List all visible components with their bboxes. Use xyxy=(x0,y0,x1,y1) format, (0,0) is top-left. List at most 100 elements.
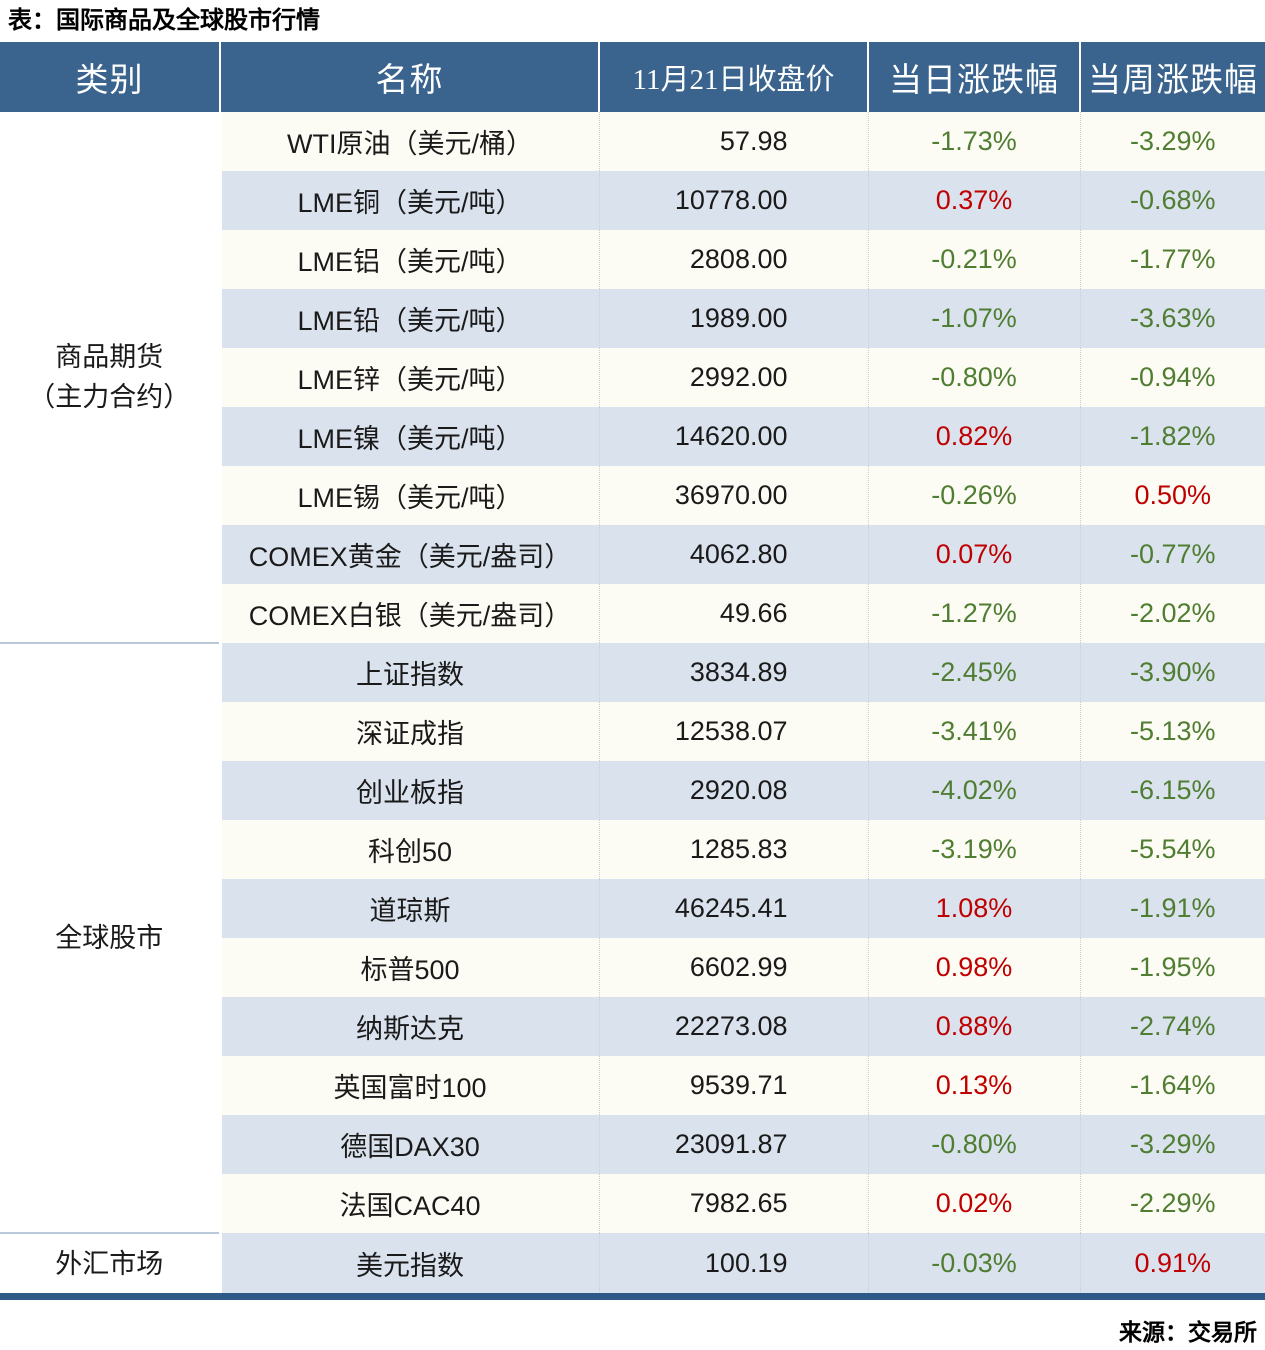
close-cell: 22273.08 xyxy=(599,997,869,1056)
name-cell: 纳斯达克 xyxy=(220,997,600,1056)
table-row: 商品期货 （主力合约） WTI原油（美元/桶） 57.98 -1.73% -3.29% xyxy=(0,112,1265,643)
table-row: LME镍（美元/吨） 14620.00 0.82% -1.82% xyxy=(0,407,1265,466)
day-cell: -0.21% xyxy=(868,230,1081,289)
week-cell: 0.50% xyxy=(1080,466,1265,525)
close-cell: 9539.71 xyxy=(599,1056,869,1115)
close-cell: 6602.99 xyxy=(599,938,869,997)
name-cell: 美元指数 xyxy=(220,1233,600,1297)
close-cell: 36970.00 xyxy=(599,466,869,525)
table-row: 深证成指 12538.07 -3.41% -5.13% xyxy=(0,702,1265,761)
column-header-close: 11月21日收盘价 xyxy=(599,42,869,112)
name-cell: LME锡（美元/吨） xyxy=(220,466,600,525)
close-cell: 1989.00 xyxy=(599,289,869,348)
table-row: 英国富时100 9539.71 0.13% -1.64% xyxy=(0,1056,1265,1115)
page-title: 表：国际商品及全球股市行情 xyxy=(8,7,320,34)
category-label: 外汇市场 xyxy=(55,1248,164,1279)
table-row: LME锡（美元/吨） 36970.00 -0.26% 0.50% xyxy=(0,466,1265,525)
table-row: LME铅（美元/吨） 1989.00 -1.07% -3.63% xyxy=(0,289,1265,348)
name-cell: LME铜（美元/吨） xyxy=(220,171,600,230)
category-cell: 外汇市场 xyxy=(0,1232,222,1297)
close-cell: 57.98 xyxy=(599,112,869,171)
day-cell: -3.19% xyxy=(868,820,1081,879)
week-cell: -3.90% xyxy=(1080,643,1265,702)
week-cell: -0.94% xyxy=(1080,348,1265,407)
close-cell: 3834.89 xyxy=(599,643,869,702)
close-cell: 2920.08 xyxy=(599,761,869,820)
close-cell: 23091.87 xyxy=(599,1115,869,1174)
day-cell: 0.13% xyxy=(868,1056,1081,1115)
category-cell: 全球股市 xyxy=(0,642,222,1233)
day-cell: 0.37% xyxy=(868,171,1081,230)
header-row: 类别 名称 11月21日收盘价 当日涨跌幅 当周涨跌幅 xyxy=(0,42,1265,112)
week-cell: 0.91% xyxy=(1080,1233,1265,1297)
column-header-category: 类别 xyxy=(0,42,221,112)
day-cell: 0.88% xyxy=(868,997,1081,1056)
table-row: 外汇市场 美元指数 100.19 -0.03% 0.91% xyxy=(0,1232,1265,1297)
day-cell: 0.98% xyxy=(868,938,1081,997)
table-row: LME铝（美元/吨） 2808.00 -0.21% -1.77% xyxy=(0,230,1265,289)
week-cell: -3.29% xyxy=(1080,1115,1265,1174)
table-row: LME锌（美元/吨） 2992.00 -0.80% -0.94% xyxy=(0,348,1265,407)
column-header-week-change: 当周涨跌幅 xyxy=(1080,42,1265,112)
close-cell: 10778.00 xyxy=(599,171,869,230)
day-cell: -0.03% xyxy=(868,1233,1081,1297)
name-cell: 标普500 xyxy=(220,938,600,997)
week-cell: -1.82% xyxy=(1080,407,1265,466)
source-note: 来源：交易所 xyxy=(1119,1319,1257,1345)
close-cell: 12538.07 xyxy=(599,702,869,761)
week-cell: -2.29% xyxy=(1080,1174,1265,1233)
day-cell: -4.02% xyxy=(868,761,1081,820)
name-cell: LME铝（美元/吨） xyxy=(220,230,600,289)
table-row: 法国CAC40 7982.65 0.02% -2.29% xyxy=(0,1174,1265,1233)
week-cell: -6.15% xyxy=(1080,761,1265,820)
category-label: （主力合约） xyxy=(28,382,191,412)
day-cell: 0.02% xyxy=(868,1174,1081,1233)
name-cell: LME铅（美元/吨） xyxy=(220,289,600,348)
week-cell: -3.63% xyxy=(1080,289,1265,348)
close-cell: 14620.00 xyxy=(599,407,869,466)
day-cell: 0.82% xyxy=(868,407,1081,466)
table-row: COMEX白银（美元/盎司） 49.66 -1.27% -2.02% xyxy=(0,584,1265,643)
column-header-day-change: 当日涨跌幅 xyxy=(868,42,1081,112)
close-cell: 46245.41 xyxy=(599,879,869,938)
week-cell: -1.77% xyxy=(1080,230,1265,289)
close-cell: 100.19 xyxy=(599,1233,869,1297)
name-cell: 科创50 xyxy=(220,820,600,879)
day-cell: -1.07% xyxy=(868,289,1081,348)
category-label: 全球股市 xyxy=(55,923,164,953)
week-cell: -1.91% xyxy=(1080,879,1265,938)
close-cell: 49.66 xyxy=(599,584,869,643)
week-cell: -5.54% xyxy=(1080,820,1265,879)
name-cell: 创业板指 xyxy=(220,761,600,820)
close-cell: 2992.00 xyxy=(599,348,869,407)
close-cell: 1285.83 xyxy=(599,820,869,879)
week-cell: -2.02% xyxy=(1080,584,1265,643)
name-cell: 深证成指 xyxy=(220,702,600,761)
week-cell: -1.95% xyxy=(1080,938,1265,997)
day-cell: 0.07% xyxy=(868,525,1081,584)
close-cell: 7982.65 xyxy=(599,1174,869,1233)
day-cell: -1.73% xyxy=(868,112,1081,171)
market-table: 类别 名称 11月21日收盘价 当日涨跌幅 当周涨跌幅 商品期货 （主力合约） WT… xyxy=(0,42,1265,1300)
table-row: 科创50 1285.83 -3.19% -5.54% xyxy=(0,820,1265,879)
day-cell: -2.45% xyxy=(868,643,1081,702)
week-cell: -5.13% xyxy=(1080,702,1265,761)
table-row: 标普500 6602.99 0.98% -1.95% xyxy=(0,938,1265,997)
name-cell: COMEX白银（美元/盎司） xyxy=(220,584,600,643)
day-cell: 1.08% xyxy=(868,879,1081,938)
name-cell: COMEX黄金（美元/盎司） xyxy=(220,525,600,584)
table-row: 创业板指 2920.08 -4.02% -6.15% xyxy=(0,761,1265,820)
week-cell: -1.64% xyxy=(1080,1056,1265,1115)
table-row: 道琼斯 46245.41 1.08% -1.91% xyxy=(0,879,1265,938)
category-label: 商品期货 xyxy=(55,342,164,372)
day-cell: -0.80% xyxy=(868,1115,1081,1174)
day-cell: -0.80% xyxy=(868,348,1081,407)
column-header-name: 名称 xyxy=(220,42,600,112)
close-cell: 4062.80 xyxy=(599,525,869,584)
name-cell: LME锌（美元/吨） xyxy=(220,348,600,407)
name-cell: WTI原油（美元/桶） xyxy=(220,112,600,171)
table-row: 全球股市 上证指数 3834.89 -2.45% -3.90% xyxy=(0,642,1265,1233)
table-body: 商品期货 （主力合约） WTI原油（美元/桶） 57.98 -1.73% -3.29% LM… xyxy=(0,112,1265,1297)
table-row: 纳斯达克 22273.08 0.88% -2.74% xyxy=(0,997,1265,1056)
